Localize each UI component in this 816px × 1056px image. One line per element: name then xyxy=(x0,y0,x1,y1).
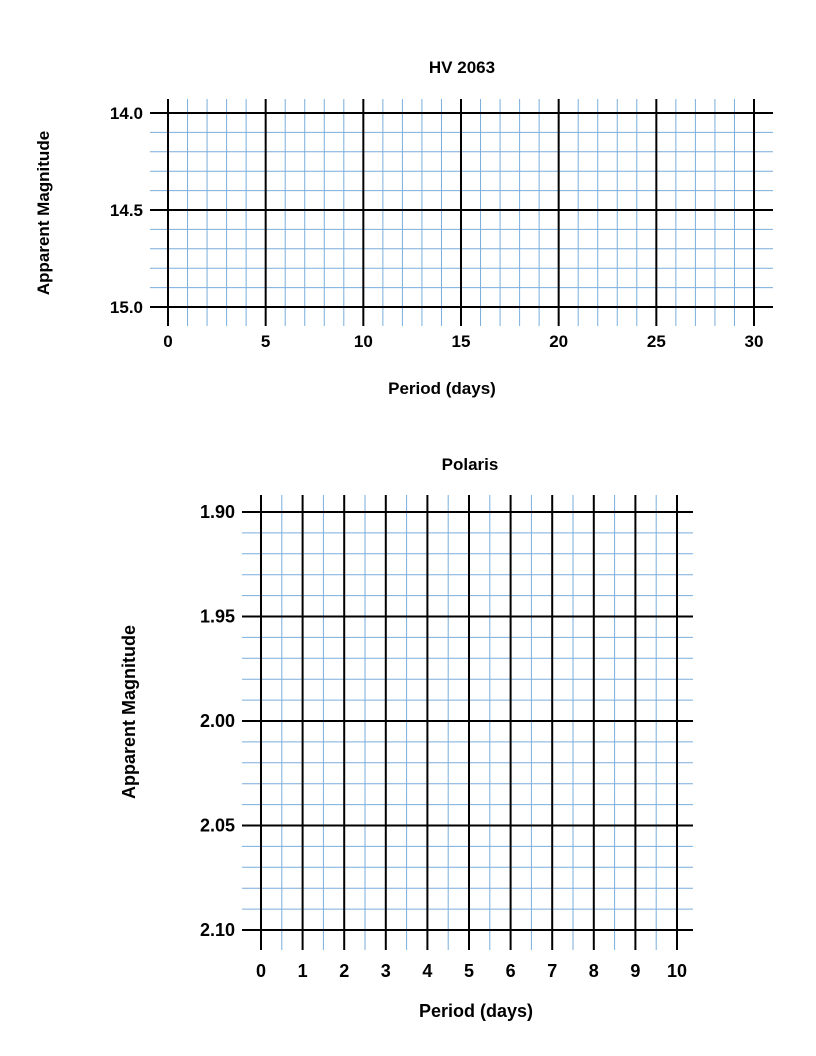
x-tick-label: 25 xyxy=(647,332,666,351)
plot-area: 0 5 10 15 20 25 30 14.0 14.5 15.0 xyxy=(110,99,773,351)
chart-hv2063: HV 2063 Period (days) Apparent Magnitude… xyxy=(34,58,773,398)
x-tick-label: 5 xyxy=(261,332,270,351)
x-tick-label: 2 xyxy=(339,961,349,981)
y-tick-label: 1.90 xyxy=(200,502,235,522)
x-tick-label: 6 xyxy=(506,961,516,981)
x-tick-label: 8 xyxy=(589,961,599,981)
x-tick-label: 15 xyxy=(452,332,471,351)
x-tick-label: 4 xyxy=(422,961,432,981)
y-tick-label: 14.5 xyxy=(110,201,143,220)
plot-area: 0 1 2 3 4 5 6 7 8 9 10 1.90 1.95 2.00 2.05 2.10 xyxy=(200,495,693,981)
y-tick-label: 2.00 xyxy=(200,711,235,731)
x-axis-label: Period (days) xyxy=(388,379,496,398)
x-tick-label: 1 xyxy=(298,961,308,981)
y-axis-label: Apparent Magnitude xyxy=(119,625,139,799)
y-tick-label: 1.95 xyxy=(200,607,235,627)
x-tick-label: 20 xyxy=(549,332,568,351)
x-tick-label: 9 xyxy=(630,961,640,981)
chart-title: Polaris xyxy=(442,455,499,474)
x-tick-label: 10 xyxy=(354,332,373,351)
y-tick-label: 14.0 xyxy=(110,104,143,123)
chart-title: HV 2063 xyxy=(429,58,495,77)
x-tick-label: 30 xyxy=(745,332,764,351)
x-tick-label: 3 xyxy=(381,961,391,981)
y-tick-label: 15.0 xyxy=(110,298,143,317)
x-tick-label: 7 xyxy=(547,961,557,981)
x-tick-label: 5 xyxy=(464,961,474,981)
chart-polaris: Polaris Period (days) Apparent Magnitude… xyxy=(119,455,693,1021)
y-tick-label: 2.05 xyxy=(200,816,235,836)
x-tick-label: 10 xyxy=(667,961,687,981)
x-tick-label: 0 xyxy=(256,961,266,981)
x-tick-label: 0 xyxy=(163,332,172,351)
y-axis-label: Apparent Magnitude xyxy=(34,131,53,295)
y-tick-label: 2.10 xyxy=(200,920,235,940)
x-axis-label: Period (days) xyxy=(419,1001,533,1021)
